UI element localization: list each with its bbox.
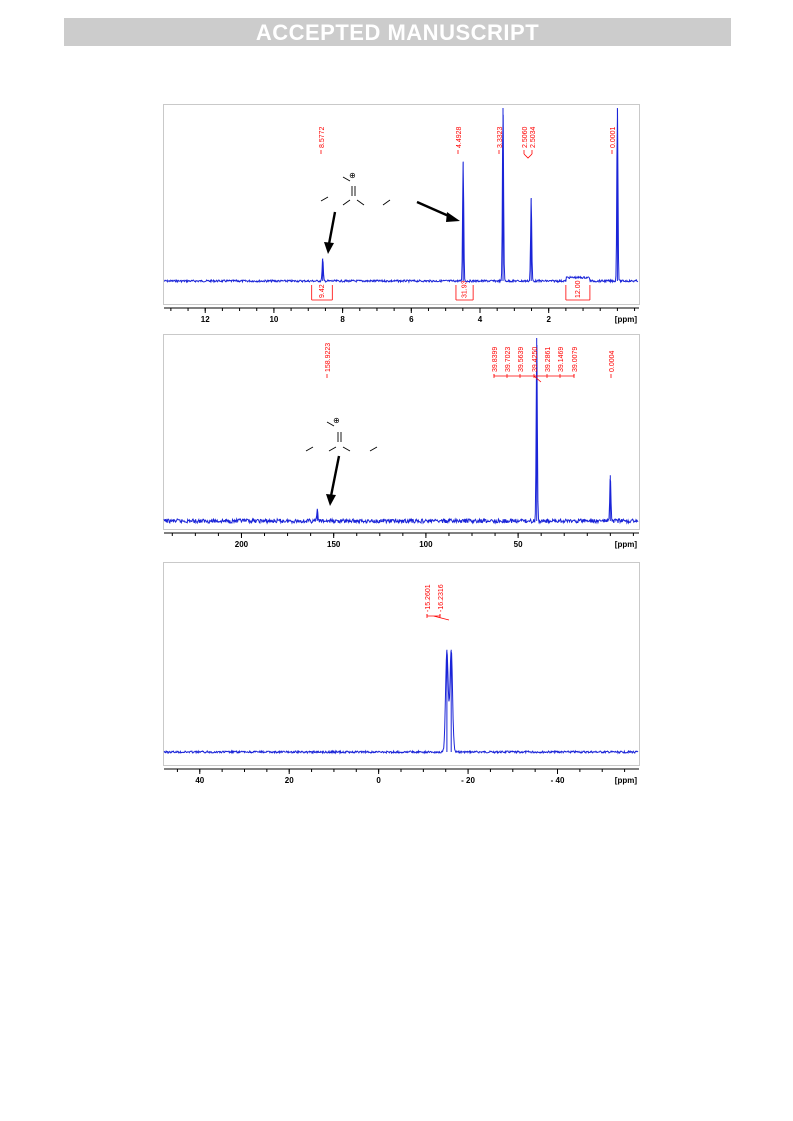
- integral-label: 31.93: [462, 280, 469, 298]
- axis-unit-label: [ppm]: [615, 315, 638, 324]
- tick-label: 10: [269, 315, 278, 324]
- integral-label: 9.42: [319, 284, 326, 298]
- tick-label: 4: [478, 315, 483, 324]
- peak-label: -16.2316: [438, 584, 445, 612]
- tick-label: 6: [409, 315, 414, 324]
- tick-label: 150: [327, 540, 341, 549]
- peak-bracket: [523, 153, 533, 159]
- tick-label: 0: [376, 776, 381, 785]
- tick-label: 20: [285, 776, 294, 785]
- peak-label: 4.4928: [456, 126, 463, 148]
- peak-label: 39.8399: [492, 347, 499, 372]
- arrow-to-158.92: [326, 455, 341, 506]
- peak-label: 39.4250: [532, 347, 539, 372]
- peak-label: 158.9223: [325, 343, 332, 372]
- spectrum-trace: [163, 108, 639, 284]
- spectrum-frame: [163, 334, 640, 530]
- integral-bracket: [311, 285, 333, 301]
- svg-text:⊕: ⊕: [333, 416, 340, 425]
- tick-label: 50: [514, 540, 523, 549]
- tick-label: 100: [419, 540, 433, 549]
- molecule-structure: ⊕: [305, 416, 378, 452]
- axis-unit-label: [ppm]: [615, 540, 638, 549]
- spectrum-15n-svg: -15.2601 -16.2316 40 20 0 - 20 - 40 [ppm]: [163, 562, 640, 785]
- peak-label: 39.0079: [572, 347, 579, 372]
- spectrum-1h: 9.42 31.93 12.00 8.5772 4.4928 3.3323 2.5060 2…: [163, 104, 641, 324]
- tick-label: 40: [195, 776, 204, 785]
- integral-bracket: [565, 285, 591, 301]
- peak-label: 39.2861: [545, 347, 552, 372]
- spectrum-trace: [163, 338, 639, 525]
- arrow-to-4.49: [416, 200, 460, 222]
- spectrum-13c-svg: 158.9223 39.8399 39.7023 39.5639 39.4250 39.2…: [163, 334, 640, 549]
- molecule-structure: ⊕: [320, 171, 391, 206]
- integral-label: 12.00: [575, 280, 582, 298]
- spectrum-frame: [163, 562, 640, 766]
- tick-label: 12: [201, 315, 210, 324]
- axis-unit-label: [ppm]: [615, 776, 638, 785]
- tick-label: - 20: [461, 776, 475, 785]
- svg-text:⊕: ⊕: [349, 171, 356, 180]
- peak-bracket: [493, 374, 575, 383]
- spectrum-13c: 158.9223 39.8399 39.7023 39.5639 39.4250 39.2…: [163, 334, 641, 556]
- spectrum-frame: [163, 104, 640, 305]
- peak-label: -15.2601: [425, 584, 432, 612]
- peak-label: 0.0004: [609, 350, 616, 372]
- spectrum-trace: [163, 649, 639, 755]
- peak-label: 2.5060: [522, 126, 529, 148]
- peak-bracket: [426, 614, 450, 621]
- integral-bracket: [455, 285, 474, 301]
- peak-label: 39.5639: [518, 347, 525, 372]
- tick-label: 8: [340, 315, 345, 324]
- peak-label: 2.5034: [530, 126, 537, 148]
- accepted-manuscript-banner: ACCEPTED MANUSCRIPT: [64, 18, 731, 46]
- peak-label: 0.0001: [610, 126, 617, 148]
- peak-label: 8.5772: [319, 126, 326, 148]
- arrow-to-8.58: [324, 211, 337, 254]
- peak-label: 39.7023: [505, 347, 512, 372]
- tick-label: 200: [235, 540, 249, 549]
- tick-label: 2: [546, 315, 551, 324]
- spectrum-1h-svg: 9.42 31.93 12.00 8.5772 4.4928 3.3323 2.5060 2…: [163, 104, 640, 324]
- spectrum-15n: -15.2601 -16.2316 40 20 0 - 20 - 40 [ppm]: [163, 562, 641, 788]
- tick-label: - 40: [551, 776, 565, 785]
- peak-label: 3.3323: [497, 126, 504, 148]
- peak-label: 39.1469: [558, 347, 565, 372]
